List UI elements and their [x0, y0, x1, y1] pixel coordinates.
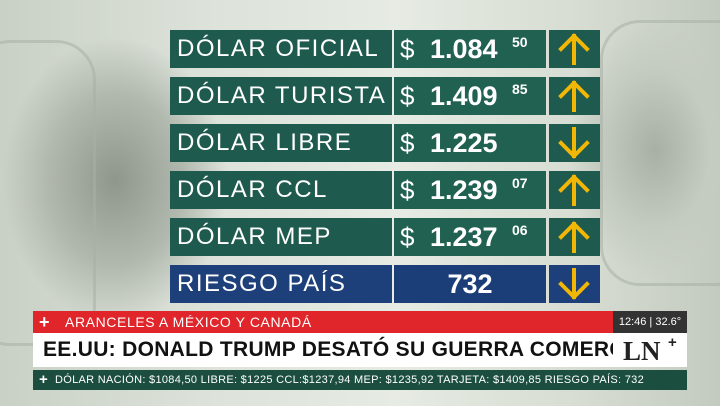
up-arrow-icon: [549, 171, 600, 209]
rate-label: DÓLAR TURISTA: [170, 77, 392, 115]
risk-value: 732: [447, 269, 493, 299]
kicker-text: ARANCELES A MÉXICO Y CANADÁ: [65, 314, 312, 330]
currency-symbol: $: [400, 34, 415, 64]
rate-row-dolar-libre: DÓLAR LIBRE $ 1.225: [170, 124, 600, 162]
currency-symbol: $: [400, 128, 415, 158]
rate-value: $ 1.084 50: [394, 30, 546, 68]
rate-label: DÓLAR OFICIAL: [170, 30, 392, 68]
down-arrow-icon: [549, 265, 600, 303]
ticker-text: DÓLAR NACIÓN: $1084,50 LIBRE: $1225 CCL:…: [55, 374, 644, 386]
rate-value: $ 1.409 85: [394, 77, 546, 115]
logo-text: LN: [623, 336, 661, 366]
banknote-ornament-left: [0, 40, 96, 346]
plus-icon: +: [39, 312, 50, 332]
rate-value: $ 1.237 06: [394, 218, 546, 256]
currency-symbol: $: [400, 222, 415, 252]
headline-text: EE.UU: DONALD TRUMP DESATÓ SU GUERRA COM…: [43, 338, 660, 361]
rate-value: $ 1.239 07: [394, 171, 546, 209]
rate-row-dolar-mep: DÓLAR MEP $ 1.237 06: [170, 218, 600, 256]
risk-label: RIESGO PAÍS: [170, 265, 392, 303]
rate-integer: 1.237: [430, 222, 498, 252]
rate-integer: 1.084: [430, 34, 498, 64]
risk-value-box: 732: [394, 265, 546, 303]
rate-label: DÓLAR MEP: [170, 218, 392, 256]
up-arrow-icon: [549, 30, 600, 68]
news-ticker: + DÓLAR NACIÓN: $1084,50 LIBRE: $1225 CC…: [33, 370, 687, 390]
rate-row-riesgo-pais: RIESGO PAÍS 732: [170, 265, 600, 303]
up-arrow-icon: [549, 218, 600, 256]
rate-row-dolar-ccl: DÓLAR CCL $ 1.239 07: [170, 171, 600, 209]
banknote-ornament-right: [600, 20, 720, 286]
rate-integer: 1.239: [430, 175, 498, 205]
rate-label: DÓLAR CCL: [170, 171, 392, 209]
kicker-bar: + ARANCELES A MÉXICO Y CANADÁ: [33, 311, 687, 333]
down-arrow-icon: [549, 124, 600, 162]
rate-decimals: 85: [512, 81, 528, 97]
rate-decimals: 07: [512, 175, 528, 191]
rate-row-dolar-turista: DÓLAR TURISTA $ 1.409 85: [170, 77, 600, 115]
headline-bar: EE.UU: DONALD TRUMP DESATÓ SU GUERRA COM…: [33, 333, 659, 367]
rate-decimals: 50: [512, 34, 528, 50]
logo-plus: +: [668, 334, 677, 351]
plus-icon: +: [39, 371, 48, 388]
currency-symbol: $: [400, 81, 415, 111]
rate-value: $ 1.225: [394, 124, 546, 162]
rate-label: DÓLAR LIBRE: [170, 124, 392, 162]
up-arrow-icon: [549, 77, 600, 115]
rate-row-dolar-oficial: DÓLAR OFICIAL $ 1.084 50: [170, 30, 600, 68]
rate-integer: 1.409: [430, 81, 498, 111]
currency-symbol: $: [400, 175, 415, 205]
channel-logo: LN +: [613, 333, 687, 367]
rate-decimals: 06: [512, 222, 528, 238]
clock-temperature: 12:46 | 32.6°: [613, 311, 687, 333]
rate-integer: 1.225: [430, 128, 498, 158]
